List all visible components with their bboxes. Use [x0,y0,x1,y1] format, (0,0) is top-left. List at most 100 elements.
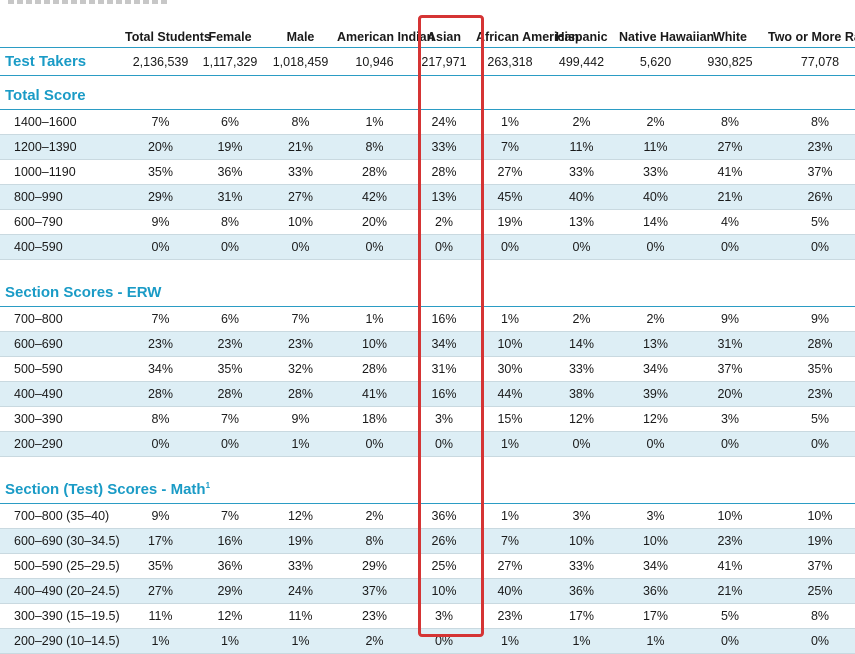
percent-cell: 28% [196,381,264,407]
section-spacer [768,75,855,110]
percent-cell: 23% [768,134,855,160]
percent-cell: 44% [476,381,544,407]
percent-cell: 33% [619,159,692,185]
percent-cell: 27% [476,159,544,185]
percent-cell: 1% [476,503,544,529]
section-header-row: Section Scores - ERW [0,259,855,307]
section-spacer [476,259,544,307]
percent-cell: 1% [196,628,264,654]
table-row: 600–690 (30–34.5) 17% 16% 19% 8% 26% 7% 10% 10% 2… [0,528,855,554]
percent-cell: 3% [692,406,768,432]
percent-cell: 3% [412,603,476,629]
table-row: 400–490 (20–24.5) 27% 29% 24% 37% 10% 40% 36% 36… [0,578,855,604]
percent-cell: 28% [768,331,855,357]
percent-cell: 13% [544,209,619,235]
section-title: Total Score [0,75,337,110]
percent-cell: 1% [476,431,544,457]
section-spacer [337,75,412,110]
percent-cell: 0% [544,234,619,260]
corner-cell [0,0,125,48]
table-row: 1400–1600 7% 6% 8% 1% 24% 1% 2% 2% 8% 8% [0,109,855,135]
row-label: 200–290 (10–14.5) [0,628,125,654]
percent-cell: 13% [619,331,692,357]
column-header: Native Hawaiian [619,0,714,48]
percent-cell: 0% [619,431,692,457]
row-label: 400–590 [0,234,125,260]
percent-cell: 40% [619,184,692,210]
percent-cell: 41% [692,159,768,185]
percent-cell: 16% [412,381,476,407]
percent-cell: 7% [196,503,264,529]
row-label: 200–290 [0,431,125,457]
percent-cell: 0% [692,431,768,457]
percent-cell: 1% [264,628,337,654]
table-row: 300–390 (15–19.5) 11% 12% 11% 23% 3% 23% 17% 17%… [0,603,855,629]
column-header: Two or More Races [768,0,855,48]
table-row: 1000–1190 35% 36% 33% 28% 28% 27% 33% 33% 41% 37% [0,159,855,185]
percent-cell: 31% [692,331,768,357]
percent-cell: 31% [412,356,476,382]
percent-cell: 9% [264,406,337,432]
section-spacer [412,456,476,504]
section-spacer [619,75,692,110]
percent-cell: 23% [125,331,196,357]
percent-cell: 7% [476,134,544,160]
percent-cell: 33% [544,159,619,185]
column-header: White [692,0,768,48]
percent-cell: 23% [692,528,768,554]
percent-cell: 8% [692,109,768,135]
percent-cell: 4% [692,209,768,235]
percent-cell: 35% [125,159,196,185]
percent-cell: 9% [692,306,768,332]
percent-cell: 40% [476,578,544,604]
percent-cell: 3% [544,503,619,529]
percent-cell: 12% [544,406,619,432]
column-header: Male [264,0,337,48]
percent-cell: 35% [768,356,855,382]
percent-cell: 9% [125,503,196,529]
percent-cell: 8% [768,603,855,629]
percent-cell: 33% [264,553,337,579]
percent-cell: 8% [196,209,264,235]
section-title: Section (Test) Scores - Math1 [0,456,337,504]
percent-cell: 33% [544,356,619,382]
test-takers-value: 2,136,539 [125,47,196,76]
percent-cell: 27% [264,184,337,210]
row-label: 500–590 (25–29.5) [0,553,125,579]
percent-cell: 6% [196,109,264,135]
row-label: 600–690 [0,331,125,357]
table-row: 200–290 (10–14.5) 1% 1% 1% 2% 0% 1% 1% 1% 0% 0% [0,628,855,654]
table-row: 500–590 34% 35% 32% 28% 31% 30% 33% 34% 37% 35% [0,356,855,382]
table-row: 300–390 8% 7% 9% 18% 3% 15% 12% 12% 3% 5% [0,406,855,432]
percent-cell: 7% [125,109,196,135]
percent-cell: 36% [544,578,619,604]
percent-cell: 42% [337,184,412,210]
percent-cell: 32% [264,356,337,382]
test-takers-value: 217,971 [412,47,476,76]
percent-cell: 36% [619,578,692,604]
percent-cell: 37% [768,159,855,185]
percent-cell: 34% [125,356,196,382]
percent-cell: 24% [412,109,476,135]
row-label: 500–590 [0,356,125,382]
section-title: Section Scores - ERW [0,259,337,307]
percent-cell: 12% [619,406,692,432]
table-row: 700–800 (35–40) 9% 7% 12% 2% 36% 1% 3% 3% 10% 10% [0,503,855,529]
percent-cell: 6% [196,306,264,332]
percent-cell: 0% [412,431,476,457]
percent-cell: 1% [264,431,337,457]
percent-cell: 36% [196,553,264,579]
test-takers-value: 263,318 [476,47,544,76]
section-spacer [337,456,412,504]
percent-cell: 29% [196,578,264,604]
row-label: 600–690 (30–34.5) [0,528,125,554]
section-spacer [619,259,692,307]
percent-cell: 27% [476,553,544,579]
percent-cell: 16% [196,528,264,554]
percent-cell: 11% [125,603,196,629]
percent-cell: 35% [196,356,264,382]
test-takers-value: 5,620 [619,47,692,76]
percent-cell: 28% [337,159,412,185]
row-label: 800–990 [0,184,125,210]
percent-cell: 15% [476,406,544,432]
